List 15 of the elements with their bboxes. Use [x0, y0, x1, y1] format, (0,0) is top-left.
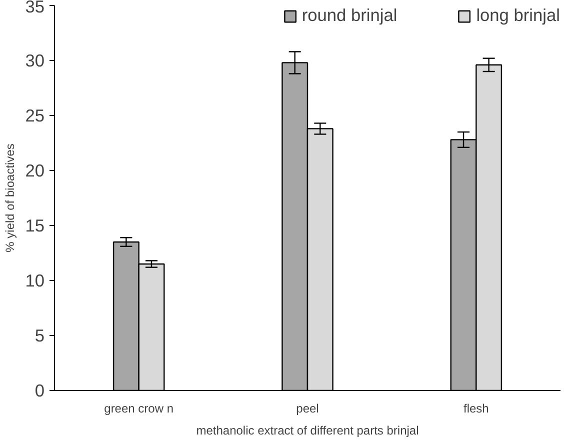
y-axis-title: % yield of bioactives [3, 144, 18, 252]
y-tick-label: 0 [34, 380, 45, 400]
y-tick-label: 20 [25, 160, 45, 180]
y-tick-label: 35 [25, 0, 45, 16]
x-tick-label: green crow n [104, 402, 174, 416]
y-tick-label: 30 [25, 50, 45, 70]
x-tick-label: flesh [463, 402, 489, 416]
y-tick-label: 10 [25, 270, 45, 290]
y-tick-label: 25 [25, 106, 45, 126]
x-axis-title: methanolic extract of different parts brinjal [196, 424, 419, 438]
y-tick-label: 5 [34, 326, 45, 346]
legend-label: round brinjal [302, 5, 398, 26]
y-tick-label: 15 [25, 216, 45, 236]
legend-label: long brinjal [476, 5, 560, 26]
x-tick-label: peel [296, 402, 319, 416]
